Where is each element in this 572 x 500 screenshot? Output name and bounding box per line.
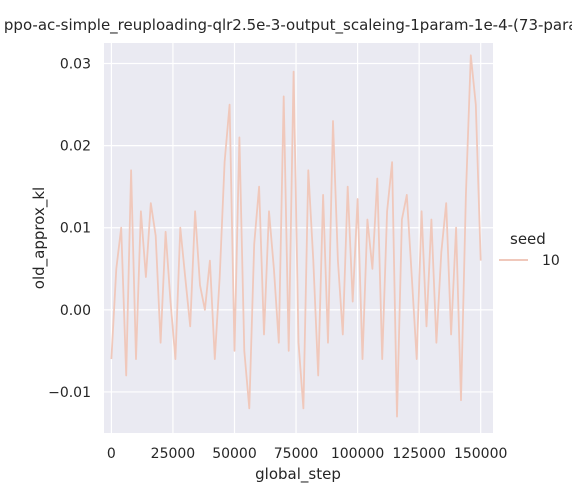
- x-tick-label: 100000: [331, 446, 384, 462]
- y-tick-label: 0.01: [60, 221, 91, 237]
- legend-entry-10: 10: [542, 253, 560, 269]
- y-tick-label: 0.03: [60, 57, 91, 73]
- x-axis-label: global_step: [255, 465, 341, 484]
- plot-background: [104, 43, 493, 433]
- y-tick-label: −0.01: [48, 385, 91, 401]
- chart-title: ppo-ac-simple_reuploading-qlr2.5e-3-outp…: [4, 16, 572, 35]
- legend-title: seed: [510, 230, 546, 248]
- y-tick-labels: −0.01 0.00 0.01 0.02 0.03: [48, 57, 91, 401]
- x-tick-label: 75000: [274, 446, 319, 462]
- x-tick-label: 25000: [151, 446, 196, 462]
- x-tick-label: 50000: [212, 446, 257, 462]
- series-line-10: [110, 54, 482, 418]
- x-tick-labels: 0 25000 50000 75000 100000 125000 150000: [107, 446, 507, 462]
- series-layer: [110, 54, 482, 418]
- x-tick-label: 125000: [392, 446, 445, 462]
- y-axis-label: old_approx_kl: [30, 187, 49, 289]
- x-tick-label: 150000: [454, 446, 507, 462]
- legend: seed 10: [499, 230, 560, 269]
- y-tick-label: 0.00: [60, 303, 91, 319]
- x-tick-label: 0: [107, 446, 116, 462]
- y-tick-label: 0.02: [60, 139, 91, 155]
